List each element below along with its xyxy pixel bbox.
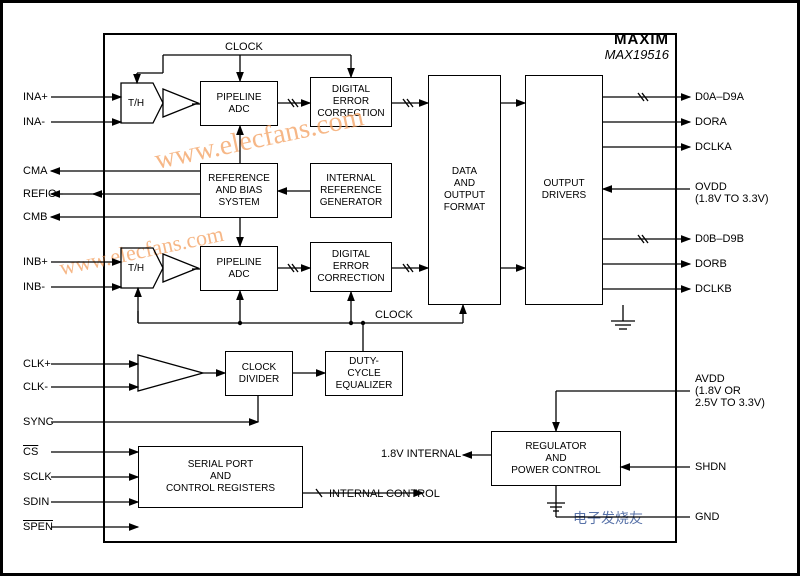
block-regulator: REGULATOR AND POWER CONTROL [491, 431, 621, 486]
pin-avdd: AVDD (1.8V OR 2.5V TO 3.3V) [695, 373, 765, 409]
text: PIPELINE ADC [216, 257, 261, 281]
brand-logo: MAXIM [614, 31, 669, 48]
text: CLOCK DIVIDER [239, 362, 280, 386]
block-pipeline-adc-b: PIPELINE ADC [200, 246, 278, 291]
pin-cmb: CMB [23, 211, 47, 223]
pin-gnd: GND [695, 511, 719, 523]
pin-clk-plus: CLK+ [23, 358, 51, 370]
pin-sclk: SCLK [23, 471, 52, 483]
pin-clk-minus: CLK- [23, 381, 48, 393]
text: REFERENCE AND BIAS SYSTEM [208, 173, 270, 209]
outer-frame: MAXIM MAX19516 INA+ INA- CMA REFIO CMB I… [0, 0, 800, 576]
text: OUTPUT DRIVERS [542, 178, 586, 202]
pin-dclkb: DCLKB [695, 283, 732, 295]
text: DIGITAL ERROR CORRECTION [317, 84, 384, 120]
block-ref-bias: REFERENCE AND BIAS SYSTEM [200, 163, 278, 218]
label-clock-top: CLOCK [225, 41, 263, 53]
text: PIPELINE ADC [216, 92, 261, 116]
block-output-drivers: OUTPUT DRIVERS [525, 75, 603, 305]
pin-sdin: SDIN [23, 496, 49, 508]
pin-d0b-d9b: D0B–D9B [695, 233, 744, 245]
text: INTERNAL REFERENCE GENERATOR [320, 173, 382, 209]
block-data-format: DATA AND OUTPUT FORMAT [428, 75, 501, 305]
pin-shdn: SHDN [695, 461, 726, 473]
block-pipeline-adc-a: PIPELINE ADC [200, 81, 278, 126]
text: DUTY- CYCLE EQUALIZER [336, 356, 393, 392]
block-clock-divider: CLOCK DIVIDER [225, 351, 293, 396]
block-int-ref: INTERNAL REFERENCE GENERATOR [310, 163, 392, 218]
pin-sync: SYNC [23, 416, 54, 428]
pin-dora: DORA [695, 116, 727, 128]
label-internal-control: INTERNAL CONTROL [329, 488, 440, 500]
label-18v: 1.8V INTERNAL [381, 448, 461, 460]
pin-inb-minus: INB- [23, 281, 45, 293]
block-serial-port: SERIAL PORT AND CONTROL REGISTERS [138, 446, 303, 508]
pin-cma: CMA [23, 165, 47, 177]
pin-ina-minus: INA- [23, 116, 45, 128]
pin-dclka: DCLKA [695, 141, 732, 153]
text: SERIAL PORT AND CONTROL REGISTERS [166, 459, 275, 495]
pin-dorb: DORB [695, 258, 727, 270]
text: DIGITAL ERROR CORRECTION [317, 249, 384, 285]
block-dec-b: DIGITAL ERROR CORRECTION [310, 242, 392, 292]
pin-ina-plus: INA+ [23, 91, 48, 103]
block-duty-cycle: DUTY- CYCLE EQUALIZER [325, 351, 403, 396]
label-clock-mid: CLOCK [375, 309, 413, 321]
block-dec-a: DIGITAL ERROR CORRECTION [310, 77, 392, 127]
text: DATA AND OUTPUT FORMAT [444, 166, 485, 214]
pin-refio: REFIO [23, 188, 57, 200]
part-number: MAX19516 [605, 47, 669, 62]
pin-inb-plus: INB+ [23, 256, 48, 268]
pin-ovdd: OVDD (1.8V TO 3.3V) [695, 181, 769, 205]
pin-spen: SPEN [23, 521, 53, 533]
text: REGULATOR AND POWER CONTROL [511, 441, 600, 477]
pin-d0a-d9a: D0A–D9A [695, 91, 744, 103]
pin-cs: CS [23, 446, 38, 458]
